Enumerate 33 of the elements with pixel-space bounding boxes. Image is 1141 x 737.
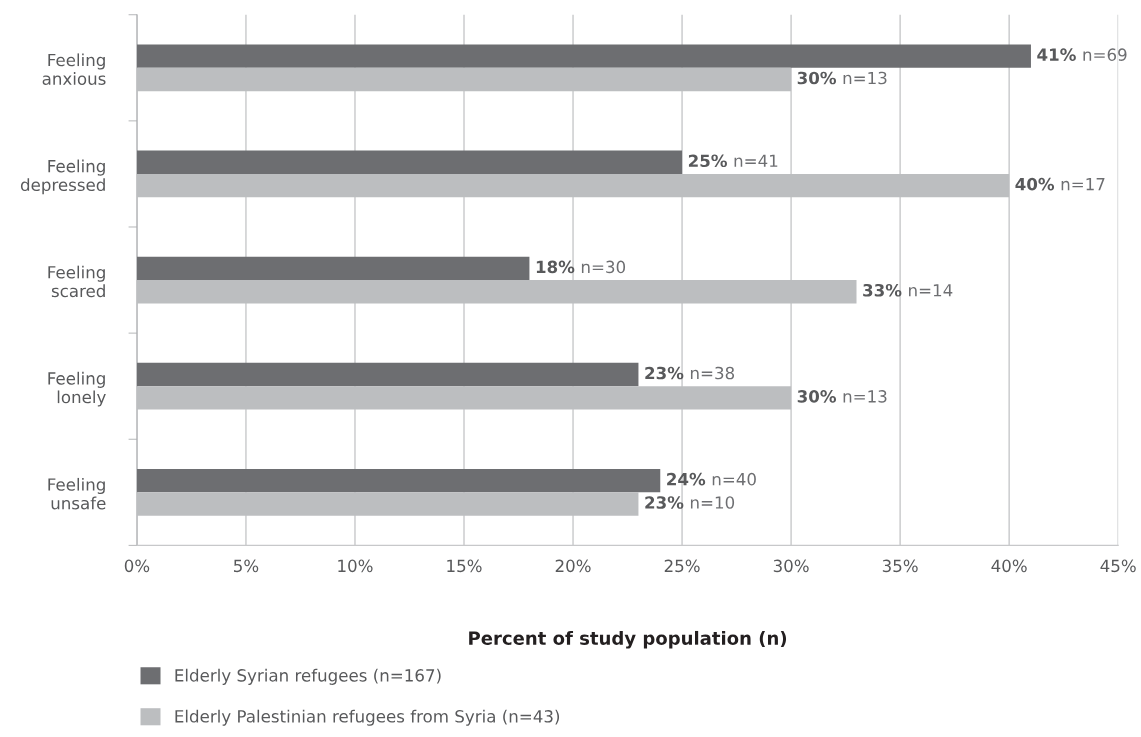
x-axis-title: Percent of study population (n) bbox=[469, 630, 787, 649]
data-label: 24% n=40 bbox=[667, 472, 756, 486]
data-label: 41% n=69 bbox=[1037, 48, 1127, 61]
x-tick-label: 20% bbox=[555, 559, 591, 573]
bar bbox=[136, 256, 530, 281]
y-tick-label: Feeling anxious bbox=[42, 53, 106, 85]
bar bbox=[136, 362, 639, 387]
x-tick-label: 10% bbox=[338, 559, 373, 573]
data-label: 18% n=30 bbox=[536, 260, 626, 274]
bar bbox=[136, 44, 1031, 68]
data-label: 23% n=10 bbox=[645, 496, 735, 509]
bar bbox=[136, 468, 661, 493]
data-label: 23% n=38 bbox=[645, 366, 735, 380]
y-tick-label: Feeling scared bbox=[48, 265, 105, 298]
x-tick-label: 30% bbox=[773, 559, 809, 573]
x-tick-label: 35% bbox=[882, 559, 918, 573]
y-tick-label: Feeling depressed bbox=[20, 159, 105, 195]
x-tick-label: 40% bbox=[991, 559, 1027, 573]
data-label: 40% n=17 bbox=[1015, 177, 1105, 191]
data-label: 30% n=13 bbox=[797, 390, 887, 403]
x-tick-label: 25% bbox=[664, 559, 700, 573]
y-tick-label: Feeling lonely bbox=[48, 371, 106, 407]
x-tick-label: 45% bbox=[1100, 559, 1136, 573]
legend-label: Elderly Palestinian refugees from Syria (n=43) bbox=[175, 709, 560, 726]
data-label: 33% n=14 bbox=[863, 283, 953, 297]
bar bbox=[136, 150, 683, 174]
x-tick-label: 15% bbox=[447, 559, 482, 573]
data-label: 25% n=41 bbox=[688, 154, 778, 168]
x-tick-label: 5% bbox=[234, 559, 259, 573]
y-tick-label: Feeling unsafe bbox=[48, 477, 106, 510]
x-tick-label: 0% bbox=[124, 559, 150, 573]
data-label: 30% n=13 bbox=[797, 71, 887, 85]
legend-label: Elderly Syrian refugees (n=167) bbox=[175, 668, 441, 685]
